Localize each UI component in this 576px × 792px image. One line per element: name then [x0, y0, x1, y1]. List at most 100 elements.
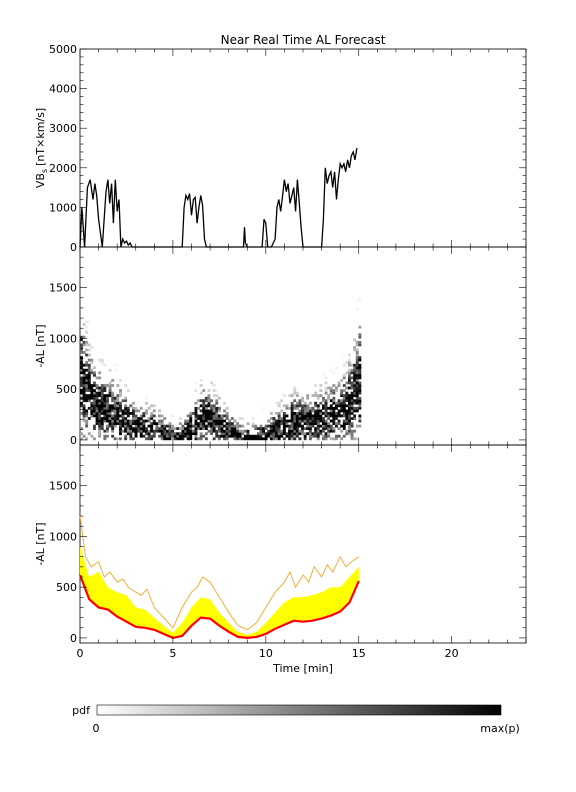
- heatmap-cell: [220, 424, 224, 428]
- heatmap-cell: [223, 434, 226, 438]
- heatmap-cell: [150, 427, 154, 430]
- heatmap-cell: [85, 348, 89, 352]
- heatmap-cell: [303, 404, 307, 408]
- heatmap-cell: [290, 401, 294, 405]
- heatmap-cell: [308, 406, 312, 410]
- heatmap-cell: [155, 427, 159, 430]
- heatmap-cell: [298, 417, 302, 420]
- heatmap-cell: [85, 376, 89, 380]
- heatmap-cell: [348, 422, 351, 425]
- heatmap-cell: [285, 424, 289, 428]
- heatmap-cell: [282, 424, 286, 428]
- heatmap-cell: [124, 396, 128, 400]
- heatmap-cell: [103, 399, 107, 403]
- heatmap-cell: [168, 429, 172, 433]
- heatmap-cell: [358, 396, 362, 400]
- heatmap-cell: [225, 437, 229, 441]
- heatmap-cell: [275, 432, 278, 436]
- heatmap-cell: [80, 338, 83, 342]
- heatmap-cell: [280, 399, 284, 403]
- heatmap-cell: [280, 422, 284, 425]
- heatmap-cell: [254, 437, 258, 441]
- heatmap-cell: [215, 432, 219, 436]
- heatmap-cell: [189, 412, 193, 415]
- heatmap-cell: [119, 422, 122, 425]
- heatmap-cell: [355, 356, 359, 359]
- heatmap-cell: [119, 429, 122, 433]
- heatmap-cell: [251, 417, 255, 420]
- heatmap-cell: [87, 358, 91, 362]
- heatmap-cell: [178, 422, 182, 425]
- heatmap-cell: [189, 427, 193, 430]
- heatmap-cell: [342, 419, 346, 423]
- heatmap-cell: [119, 391, 122, 395]
- heatmap-cell: [139, 432, 143, 436]
- red-median-line: [78, 574, 360, 640]
- heatmap-cell: [147, 437, 151, 441]
- pdf-colorbar: pdf 0 max(p): [72, 704, 520, 735]
- heatmap-cell: [181, 437, 185, 441]
- heatmap-cell: [340, 389, 344, 392]
- y-tick-label: 500: [56, 581, 77, 594]
- heatmap-cell: [348, 412, 351, 415]
- heatmap-cell: [272, 429, 276, 433]
- heatmap-cell: [241, 432, 245, 436]
- heatmap-cell: [241, 417, 245, 420]
- heatmap-cell: [236, 432, 239, 436]
- heatmap-cell: [355, 371, 359, 375]
- heatmap-cell: [355, 358, 359, 362]
- vbs-plot-frame: [79, 48, 527, 248]
- heatmap-cell: [93, 366, 96, 370]
- heatmap-cell: [80, 396, 83, 400]
- heatmap-cell: [113, 437, 117, 441]
- y-tick-label: 4000: [49, 83, 77, 96]
- heatmap-cell: [90, 371, 94, 375]
- heatmap-cell: [293, 386, 297, 390]
- heatmap-cell: [355, 307, 359, 311]
- heatmap-cell: [137, 424, 141, 428]
- heatmap-cell: [301, 432, 304, 436]
- heatmap-cell: [116, 401, 120, 405]
- vbs-y-axis-label-sub: s: [40, 169, 49, 173]
- heatmap-cell: [345, 381, 349, 385]
- heatmap-cell: [80, 404, 83, 408]
- heatmap-cell: [353, 417, 357, 420]
- heatmap-cell: [246, 432, 250, 436]
- heatmap-cell: [106, 394, 109, 397]
- heatmap-cell: [100, 417, 104, 420]
- heatmap-cell: [147, 434, 151, 438]
- heatmap-cell: [199, 432, 203, 436]
- heatmap-cell: [337, 399, 341, 403]
- heatmap-cell: [87, 371, 91, 375]
- heatmap-cell: [345, 417, 349, 420]
- heatmap-cell: [316, 414, 320, 418]
- heatmap-cell: [329, 368, 333, 372]
- heatmap-cell: [301, 412, 304, 415]
- heatmap-cell: [129, 432, 133, 436]
- heatmap-cell: [103, 437, 107, 441]
- heatmap-cell: [98, 399, 102, 403]
- heatmap-cell: [355, 381, 359, 385]
- al-forecast-panel: 0 500 1000 1500 0 5 10 15 20 -AL [nT] Time [min]: [34, 444, 527, 675]
- heatmap-cell: [82, 381, 86, 385]
- heatmap-cell: [230, 417, 234, 420]
- heatmap-cell: [350, 396, 354, 400]
- heatmap-cell: [129, 422, 133, 425]
- heatmap-cell: [113, 424, 117, 428]
- heatmap-cell: [132, 437, 135, 441]
- heatmap-cell: [332, 406, 336, 410]
- heatmap-cell: [324, 406, 328, 410]
- heatmap-cell: [358, 297, 362, 301]
- heatmap-cell: [87, 366, 91, 370]
- heatmap-cell: [324, 381, 328, 385]
- heatmap-cell: [155, 424, 159, 428]
- heatmap-cell: [311, 424, 315, 428]
- heatmap-cell: [269, 437, 273, 441]
- heatmap-cell: [116, 412, 120, 415]
- heatmap-cell: [277, 437, 281, 441]
- heatmap-cell: [350, 401, 354, 405]
- heatmap-cell: [348, 399, 351, 403]
- heatmap-cell: [124, 417, 128, 420]
- heatmap-cell: [275, 434, 278, 438]
- heatmap-cell: [223, 429, 226, 433]
